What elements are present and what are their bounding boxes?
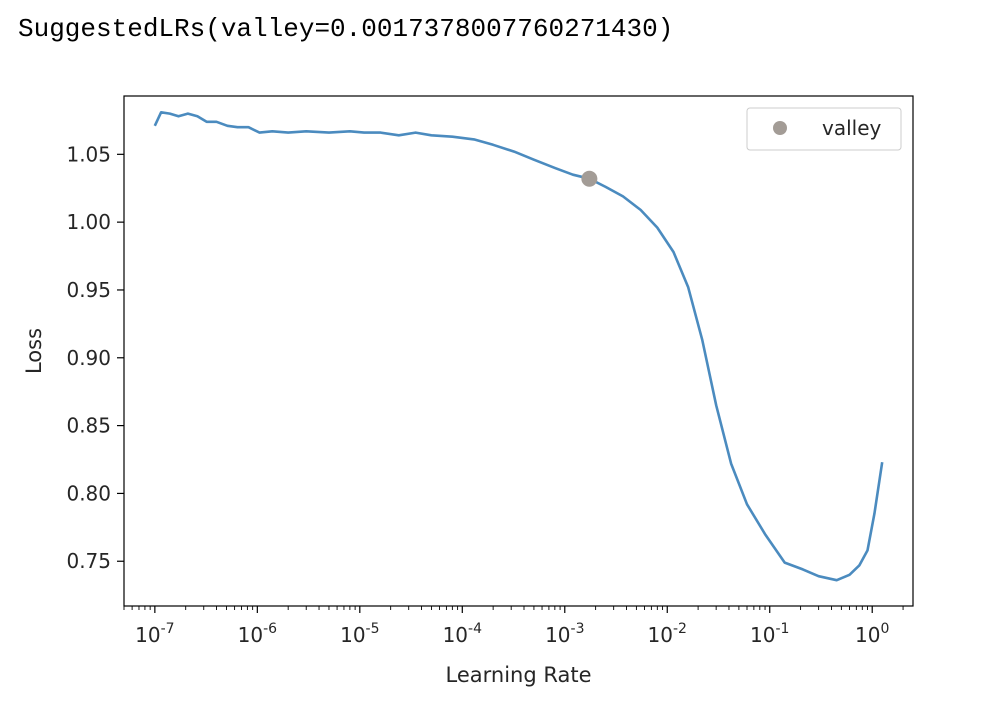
x-tick-label: 10-5 bbox=[340, 621, 379, 647]
y-tick-label: 0.75 bbox=[66, 549, 111, 573]
legend: valley bbox=[746, 107, 902, 151]
legend-label-valley: valley bbox=[822, 116, 882, 140]
y-tick-label: 0.85 bbox=[66, 414, 111, 438]
y-axis-label: Loss bbox=[22, 328, 46, 374]
y-tick-label: 1.05 bbox=[66, 142, 111, 166]
y-tick-label: 0.90 bbox=[66, 346, 111, 370]
x-tick-label: 100 bbox=[855, 621, 889, 647]
x-tick-label: 10-1 bbox=[750, 621, 789, 647]
x-tick-label: 10-3 bbox=[545, 621, 584, 647]
suggested-lrs-output: SuggestedLRs(valley=0.001737800776027143… bbox=[18, 14, 674, 44]
x-axis-label: Learning Rate bbox=[446, 663, 592, 687]
y-tick-label: 1.00 bbox=[66, 210, 111, 234]
loss-curve bbox=[153, 111, 884, 582]
y-tick-label: 0.80 bbox=[66, 481, 111, 505]
x-tick-label: 10-4 bbox=[443, 621, 483, 647]
x-tick-label: 10-7 bbox=[135, 621, 174, 647]
plot-area-frame bbox=[123, 95, 914, 607]
valley-point bbox=[581, 170, 598, 187]
x-tick-label: 10-2 bbox=[648, 621, 687, 647]
y-tick-label: 0.95 bbox=[66, 278, 111, 302]
legend-box bbox=[746, 107, 902, 151]
legend-marker-valley bbox=[773, 121, 787, 135]
x-tick-label: 10-6 bbox=[238, 621, 278, 647]
